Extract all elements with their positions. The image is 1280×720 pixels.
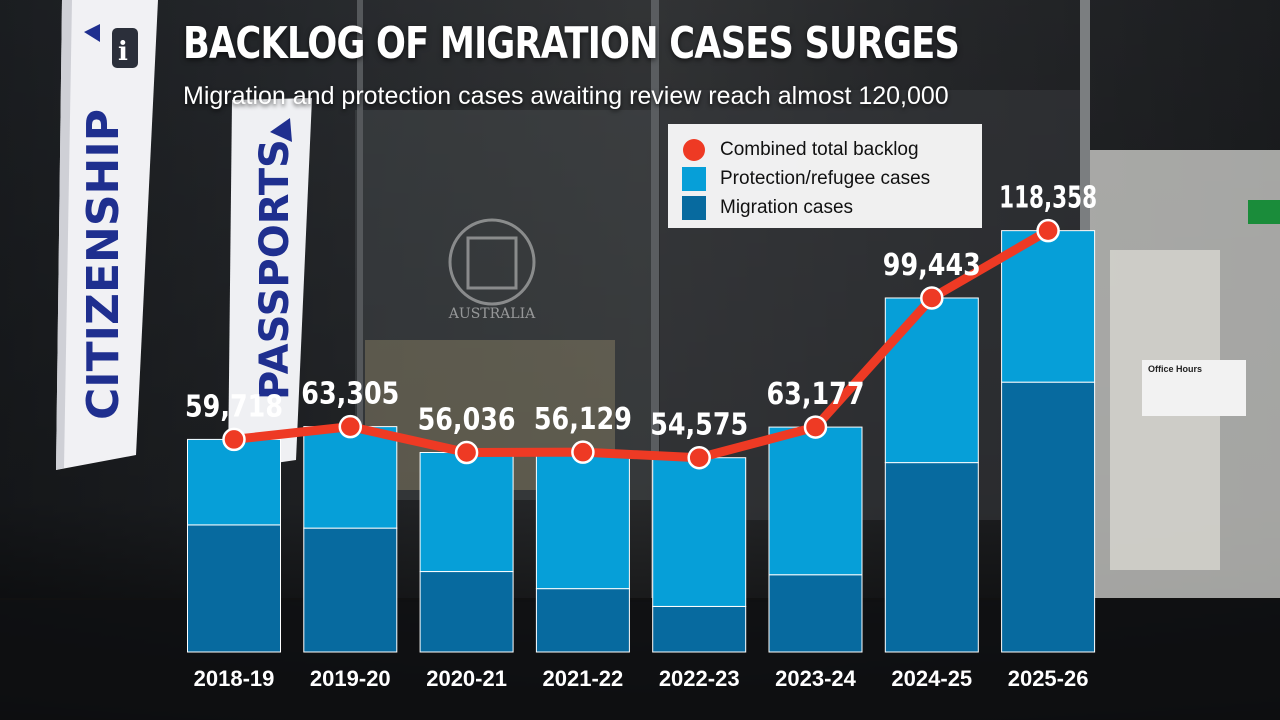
point-combined-2019-20	[338, 414, 363, 439]
chart-headline: BACKLOG OF MIGRATION CASES SURGES	[183, 18, 960, 69]
legend-item-protection: Protection/refugee cases	[682, 167, 930, 191]
office-hours-notice: Office Hours	[1142, 360, 1246, 416]
legend-swatch-protection	[682, 167, 706, 191]
data-label-2018-19: 59,718	[185, 389, 283, 424]
legend-label-combined: Combined total backlog	[720, 139, 919, 160]
legend-swatch-migration	[682, 196, 706, 220]
legend-label-protection: Protection/refugee cases	[720, 168, 931, 189]
x-tick-label-2018-19: 2018-19	[194, 666, 275, 691]
data-label-2020-21: 56,036	[418, 403, 516, 438]
bar-migration-2020-21	[419, 571, 514, 653]
bar-protection-2024-25	[884, 297, 979, 464]
point-combined-2021-22	[571, 440, 595, 464]
point-combined-2020-21	[454, 440, 479, 465]
data-label-2022-23: 54,575	[650, 408, 748, 443]
legend-item-migration: Migration cases	[682, 196, 853, 220]
legend-label-migration: Migration cases	[720, 197, 854, 218]
citizenship-sign: CITIZENSHIP i	[56, 0, 158, 470]
x-tick-label-2024-25: 2024-25	[891, 666, 972, 691]
data-label-2023-24: 63,177	[767, 377, 865, 412]
bar-migration-2024-25	[884, 462, 979, 653]
x-tick-label-2025-26: 2025-26	[1008, 666, 1089, 691]
data-label-2021-22: 56,129	[534, 402, 632, 437]
bar-migration-2025-26	[1001, 381, 1096, 653]
chart-legend: Combined total backlog Protection/refuge…	[668, 124, 982, 228]
bar-protection-2018-19	[187, 438, 281, 526]
legend-item-combined: Combined total backlog	[682, 138, 919, 162]
citizenship-sign-text: CITIZENSHIP	[78, 109, 129, 420]
bar-protection-2020-21	[419, 452, 514, 573]
chart-subtitle: Migration and protection cases awaiting …	[183, 82, 949, 110]
bar-migration-2022-23	[652, 605, 747, 653]
point-combined-2025-26	[1036, 218, 1060, 243]
x-tick-label-2019-20: 2019-20	[310, 666, 391, 691]
bar-migration-2018-19	[187, 524, 281, 653]
x-tick-label-2021-22: 2021-22	[543, 666, 624, 691]
data-label-2024-25: 99,443	[883, 248, 981, 283]
bar-migration-2021-22	[535, 588, 630, 653]
bar-migration-2023-24	[768, 574, 863, 653]
point-combined-2018-19	[222, 427, 246, 452]
passports-sign: PASSPORTS	[228, 98, 312, 470]
bar-protection-2022-23	[652, 457, 747, 607]
data-label-2025-26: 118,358	[999, 181, 1097, 216]
combined-total-line	[229, 226, 1053, 463]
point-combined-2022-23	[687, 445, 711, 470]
point-combined-2024-25	[920, 286, 944, 310]
passports-sign-text: PASSPORTS	[252, 139, 298, 400]
x-tick-label-2020-21: 2020-21	[426, 666, 507, 691]
point-combined-2023-24	[803, 415, 828, 439]
x-tick-label-2023-24: 2023-24	[775, 666, 857, 691]
notice-title: Office Hours	[1148, 364, 1202, 374]
bar-protection-2021-22	[535, 451, 630, 590]
exit-sign-icon	[1248, 200, 1280, 224]
crest-text: AUSTRALIA	[448, 306, 536, 322]
bar-protection-2019-20	[303, 426, 398, 529]
bar-protection-2023-24	[768, 426, 863, 576]
svg-text:i: i	[118, 37, 128, 67]
bar-protection-2025-26	[1001, 230, 1096, 383]
x-tick-label-2022-23: 2022-23	[659, 666, 740, 691]
data-label-2019-20: 63,305	[301, 377, 399, 412]
legend-swatch-combined	[683, 139, 705, 161]
bar-migration-2019-20	[303, 527, 398, 653]
coat-of-arms: AUSTRALIA	[448, 218, 536, 322]
